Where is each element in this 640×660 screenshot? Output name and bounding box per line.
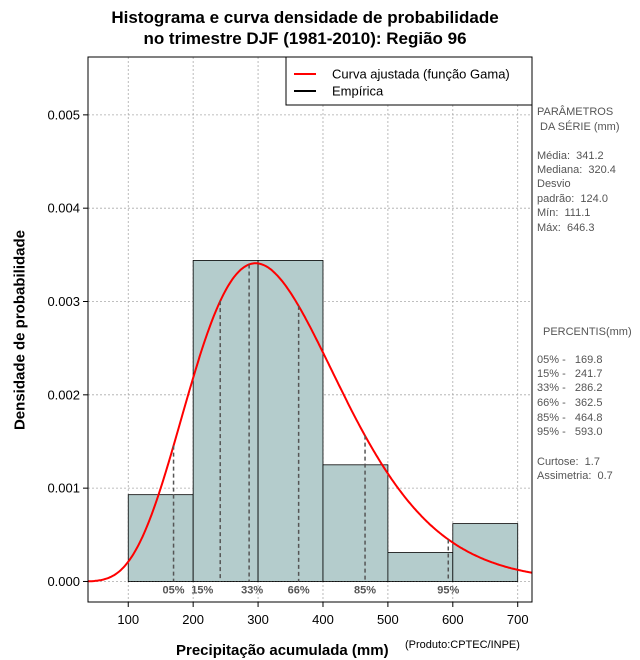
percentil-33: 33% - 286.2 xyxy=(537,382,603,394)
percentile-marker-label: 33% xyxy=(241,584,263,596)
percentil-05: 05% - 169.8 xyxy=(537,354,603,366)
chart-title-line-1: Histograma e curva densidade de probabil… xyxy=(111,8,499,27)
stat-media: Média: 341.2 xyxy=(537,150,604,162)
stat-assimetria: Assimetria: 0.7 xyxy=(537,470,613,482)
histogram-bar xyxy=(322,464,389,582)
params-title-1: PARÂMETROS xyxy=(537,106,614,118)
percentile-marker-label: 66% xyxy=(288,584,310,596)
params-title-2: DA SÉRIE (mm) xyxy=(537,121,620,133)
y-tick-label: 0.000 xyxy=(47,574,80,589)
percentis-title: PERCENTIS(mm) xyxy=(543,326,632,338)
legend: Curva ajustada (função Gama) Empírica xyxy=(285,56,533,106)
percentile-marker-label: 05% xyxy=(163,584,185,596)
percentile-marker-label: 15% xyxy=(191,584,213,596)
histogram-bar xyxy=(452,523,519,582)
percentile-marker-label: 85% xyxy=(354,584,376,596)
stat-curtose: Curtose: 1.7 xyxy=(537,456,600,468)
stat-max: Máx: 646.3 xyxy=(537,222,595,234)
gamma-fit-curve xyxy=(88,262,533,583)
legend-box xyxy=(285,56,533,106)
percentil-15: 15% - 241.7 xyxy=(537,368,603,380)
percentil-66: 66% - 362.5 xyxy=(537,397,603,409)
percentil-85: 85% - 464.8 xyxy=(537,412,603,424)
x-tick-label: 200 xyxy=(182,612,204,627)
y-tick-label: 0.004 xyxy=(47,201,80,216)
legend-label: Curva ajustada (função Gama) xyxy=(332,67,510,82)
stat-mediana: Mediana: 320.4 xyxy=(537,164,616,176)
x-tick-label: 400 xyxy=(312,612,334,627)
stat-desvio-1: Desvio xyxy=(537,178,571,190)
percentile-marker-label: 95% xyxy=(437,584,459,596)
histogram-bar xyxy=(192,260,259,582)
curve-layer xyxy=(88,262,533,583)
product-credit: (Produto:CPTEC/INPE) xyxy=(405,639,520,651)
x-tick-label: 300 xyxy=(247,612,269,627)
x-tick-label: 500 xyxy=(377,612,399,627)
y-tick-label: 0.002 xyxy=(47,387,80,402)
stat-desvio-2: padrão: 124.0 xyxy=(537,193,608,205)
bars-layer xyxy=(127,260,519,582)
y-tick-label: 0.003 xyxy=(47,294,80,309)
histogram-bar xyxy=(257,260,324,582)
percentile-marker-layer: 05% 15% 33% 66% 85% 95% xyxy=(163,264,459,596)
histogram-bar xyxy=(127,494,194,582)
percentil-95: 95% - 593.0 xyxy=(537,426,603,438)
y-tick-label: 0.005 xyxy=(47,107,80,122)
x-tick-label: 600 xyxy=(442,612,464,627)
x-tick-label: 700 xyxy=(507,612,529,627)
histogram-bar xyxy=(387,552,454,582)
legend-label: Empírica xyxy=(332,84,384,99)
y-tick-label: 0.001 xyxy=(47,481,80,496)
chart-title-line-2: no trimestre DJF (1981-2010): Região 96 xyxy=(143,29,467,48)
stat-min: Mín: 111.1 xyxy=(537,207,591,219)
x-axis-label: Precipitação acumulada (mm) xyxy=(176,642,389,659)
y-axis-label: Densidade de probabilidade xyxy=(11,229,29,431)
x-tick-label: 100 xyxy=(117,612,139,627)
